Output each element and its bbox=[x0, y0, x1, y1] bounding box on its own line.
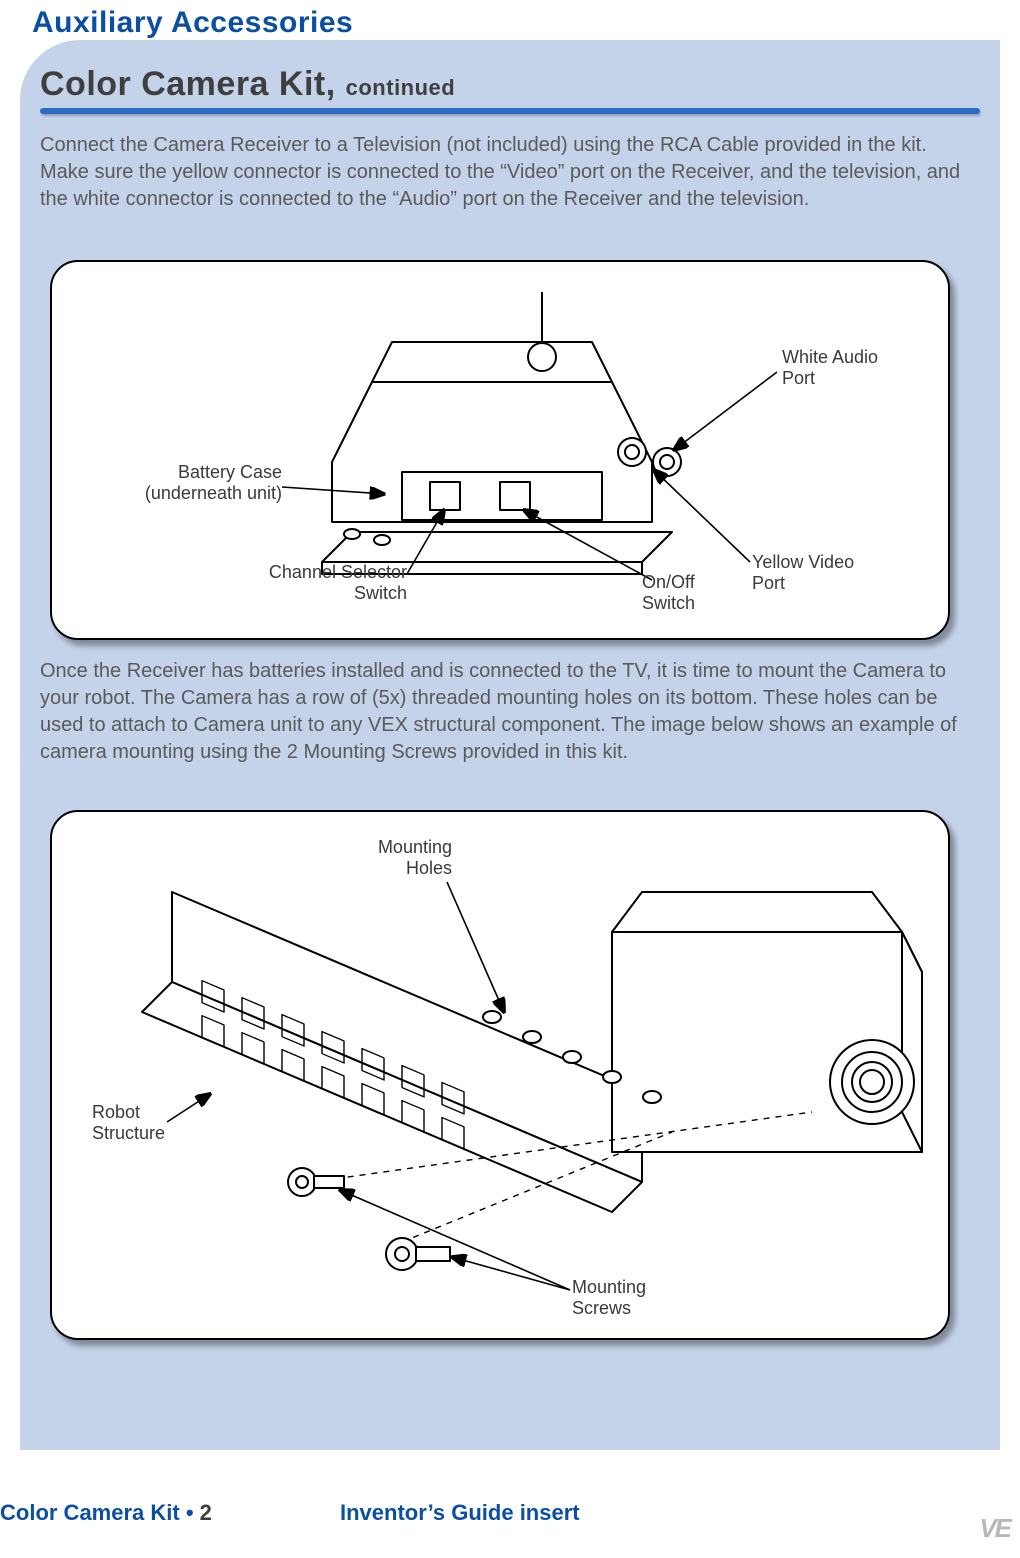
section-title-continued: continued bbox=[346, 75, 456, 100]
footer-bullet: • bbox=[180, 1500, 200, 1525]
footer-product-name: Color Camera Kit bbox=[0, 1500, 180, 1525]
callout-yellow-video: Yellow VideoPort bbox=[752, 552, 854, 593]
footer-doc-title: Inventor’s Guide insert bbox=[340, 1500, 580, 1526]
footer-page-number: 2 bbox=[200, 1500, 212, 1525]
callout-white-audio: White AudioPort bbox=[782, 347, 878, 388]
section-title-main: Color Camera Kit, bbox=[40, 65, 346, 103]
section-title: Color Camera Kit, continued bbox=[40, 65, 455, 103]
page-header-title: Auxiliary Accessories bbox=[32, 6, 353, 40]
footer: Color Camera Kit • 2 Inventor’s Guide in… bbox=[0, 1500, 1020, 1540]
callout-on-off: On/OffSwitch bbox=[642, 572, 695, 613]
section-title-block: Color Camera Kit, continued bbox=[40, 65, 980, 114]
footer-product: Color Camera Kit • 2 bbox=[0, 1500, 212, 1526]
figure-camera-mount: MountingHoles RobotStructure MountingScr… bbox=[50, 810, 950, 1340]
page: auxili Color Camera Kit, continued Conne… bbox=[0, 0, 1020, 1558]
figure-receiver: White AudioPort Yellow VideoPort On/OffS… bbox=[50, 260, 950, 640]
callout-robot-structure: RobotStructure bbox=[92, 1102, 165, 1143]
paragraph-1: Connect the Camera Receiver to a Televis… bbox=[40, 132, 980, 213]
figure-camera-mount-svg bbox=[52, 812, 952, 1342]
callout-battery-case: Battery Case(underneath unit) bbox=[112, 462, 282, 503]
paragraph-2: Once the Receiver has batteries installe… bbox=[40, 658, 980, 766]
section-underline bbox=[40, 108, 980, 114]
callout-channel-selector: Channel SelectorSwitch bbox=[207, 562, 407, 603]
callout-mounting-screws: MountingScrews bbox=[572, 1277, 646, 1318]
content-panel: auxili Color Camera Kit, continued Conne… bbox=[20, 40, 1000, 1450]
footer-logo: VE bbox=[979, 1513, 1010, 1544]
callout-mounting-holes: MountingHoles bbox=[342, 837, 452, 878]
